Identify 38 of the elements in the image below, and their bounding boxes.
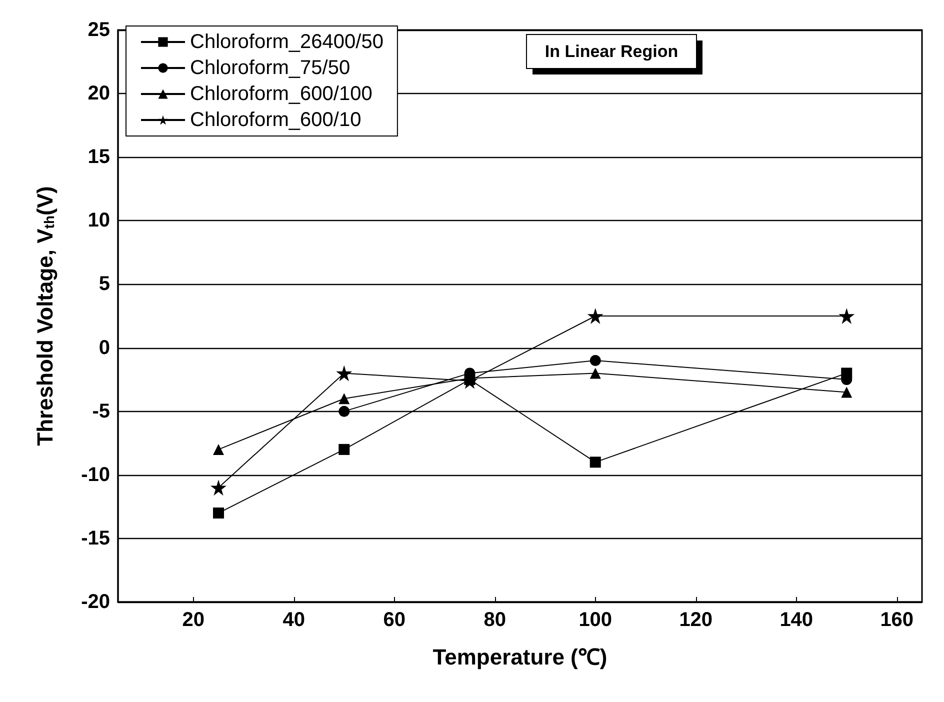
y-tick-label: 10	[88, 210, 110, 232]
y-tick-label: -10	[81, 464, 110, 486]
y-tick-label: 5	[98, 273, 110, 296]
point	[841, 386, 852, 398]
point	[210, 480, 226, 496]
x-tick-label: 160	[880, 609, 914, 631]
point	[338, 406, 350, 417]
y-tick-label: 15	[88, 146, 110, 168]
x-tick-label: 40	[282, 609, 305, 631]
point	[590, 456, 601, 468]
x-tick-label: 100	[578, 609, 612, 631]
legend-label: Chloroform_26400/50	[190, 31, 384, 53]
legend-label: Chloroform_600/10	[190, 109, 362, 131]
x-tick-label: 80	[484, 609, 506, 631]
legend-label: Chloroform_75/50	[190, 57, 350, 79]
y-tick-label: -15	[81, 527, 110, 550]
y-axis-title: Threshold Voltage, Vth(V)	[32, 186, 58, 446]
y-tick-label: 25	[88, 19, 110, 41]
point	[838, 308, 855, 324]
x-tick-label: 140	[780, 609, 814, 631]
y-tick-label: -20	[81, 591, 110, 613]
y-tick-label: 20	[88, 82, 110, 105]
y-tick-label: -5	[92, 400, 110, 422]
point	[213, 444, 224, 455]
point	[590, 354, 601, 366]
x-tick-label: 120	[679, 609, 713, 631]
legend-label: Chloroform_600/100	[190, 83, 372, 105]
point	[213, 508, 224, 519]
point	[590, 368, 601, 379]
annotation: In Linear Region	[544, 42, 678, 61]
x-tick-label: 60	[383, 609, 406, 631]
point	[336, 365, 352, 382]
point	[338, 393, 350, 404]
point	[587, 308, 604, 324]
x-axis-title: Temperature (℃)	[432, 644, 608, 670]
x-tick-label: 20	[182, 609, 204, 631]
point	[338, 444, 350, 455]
y-tick-label: 0	[98, 336, 110, 359]
